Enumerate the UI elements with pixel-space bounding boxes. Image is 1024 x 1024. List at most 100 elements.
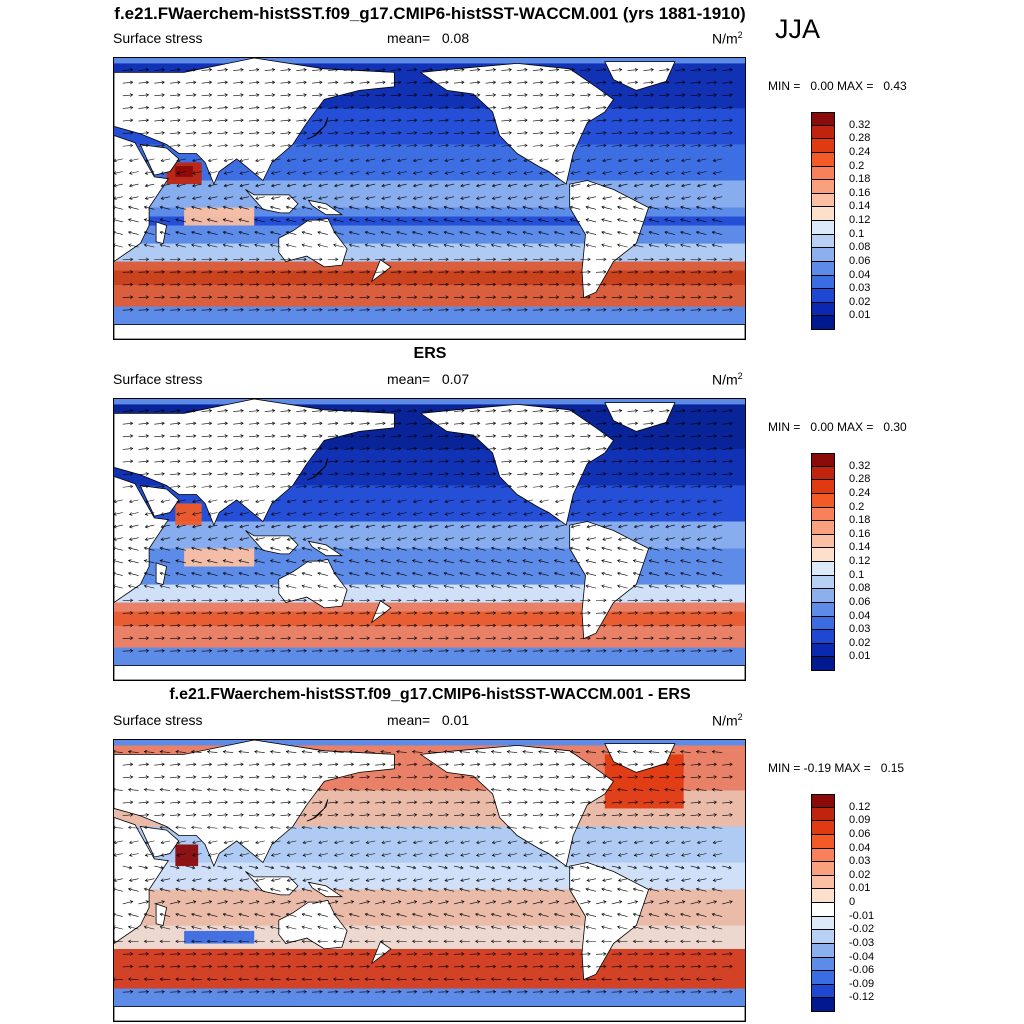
stress-arrowhead [713,900,718,904]
stress-arrow [145,158,155,162]
stress-arrowhead [713,611,718,615]
stress-arrow [627,460,638,463]
stress-arrowhead [617,853,622,857]
stress-arrowhead [129,409,134,413]
stress-arrowhead [411,912,416,917]
stress-arrowhead [587,484,591,489]
stress-arrowhead [553,750,558,754]
stress-arrowhead [382,307,386,312]
stress-arrow [712,789,723,791]
stress-arrow [532,637,543,639]
stress-arrowhead [681,524,685,529]
colorbar-swatch [811,139,835,153]
stress-arrow [564,107,575,109]
stress-arrowhead [335,307,339,312]
stress-arrow [280,69,291,71]
stress-arrow [359,448,370,450]
stress-arrowhead [553,546,558,551]
stress-arrow [485,448,496,450]
stress-arrow [170,132,181,134]
stress-arrow [665,512,675,515]
stress-arrow [585,572,597,576]
stress-arrow [413,183,423,187]
stress-arrowhead [334,105,339,110]
stress-arrowhead [191,912,195,917]
stress-arrow [365,547,376,551]
stress-arrow [396,926,407,930]
stress-arrow [460,196,470,199]
units-exponent: 2 [737,712,743,722]
stress-arrow [238,751,249,753]
stress-arrow [491,231,502,235]
stress-arrowhead [553,205,558,210]
stress-arrowhead [301,750,305,754]
stress-arrow [523,158,533,162]
stress-arrowhead [619,598,623,603]
stress-arrow [114,537,123,540]
stress-arrowhead [682,762,686,767]
stress-arrowhead [114,171,117,175]
stress-arrowhead [587,800,591,805]
stress-arrow [492,512,502,515]
stress-arrowhead [143,230,148,235]
stress-arrow [271,878,281,881]
stress-arrowhead [128,865,133,870]
stress-arrow [475,978,486,980]
stress-arrow [390,901,402,905]
stress-arrowhead [522,571,526,576]
stress-arrowhead [540,93,544,97]
stress-arrow [302,978,313,980]
stress-arrowhead [492,257,497,262]
stress-arrow [301,888,313,892]
stress-arrowhead [256,143,260,148]
stress-arrow [327,284,338,286]
stress-arrow [160,547,171,551]
stress-arrow [296,637,307,639]
stress-arrowhead [413,105,418,110]
stress-arrowhead [616,230,621,235]
stress-arrow [712,231,723,235]
stress-arrowhead [350,295,355,299]
stress-arrow [570,913,581,917]
stress-arrow [422,107,433,109]
stress-arrow [706,625,717,627]
stress-arrow [160,913,171,917]
colorbar-swatch [811,848,835,863]
stress-arrow [611,94,622,97]
stress-arrowhead [492,446,497,451]
stress-arrowhead [208,282,213,287]
colorbar-swatch [811,657,835,671]
stress-arrowhead [398,421,402,426]
stress-arrow [501,776,512,779]
stress-arrow [208,196,218,199]
stress-arrow [301,206,313,210]
stress-arrow [538,560,549,564]
stress-arrowhead [224,68,228,72]
stress-arrowhead [208,459,213,464]
stress-arrow [233,435,244,438]
stress-arrow [570,940,581,943]
stress-arrowhead [507,840,512,845]
stress-arrowhead [695,887,700,892]
stress-arrowhead [697,636,702,640]
stress-arrowhead [697,118,702,123]
stress-arrow [154,966,165,968]
stress-arrow [343,865,353,869]
stress-arrow [508,537,518,540]
stress-arrow [350,537,360,540]
stress-arrowhead [240,295,244,299]
stress-arrowhead [127,912,132,917]
stress-arrowhead [461,648,465,653]
stress-arrow [154,258,165,261]
stress-arrowhead [176,171,180,175]
stress-arrow [350,171,360,174]
stress-arrow [454,309,465,311]
stress-arrow [601,789,612,791]
stress-arrowhead [522,546,526,551]
stress-arrowhead [208,813,213,817]
stress-arrowhead [114,205,116,210]
stress-arrowhead [459,243,463,247]
stress-arrow [160,751,171,753]
stress-arrowhead [540,68,544,72]
stress-arrowhead [301,925,306,929]
